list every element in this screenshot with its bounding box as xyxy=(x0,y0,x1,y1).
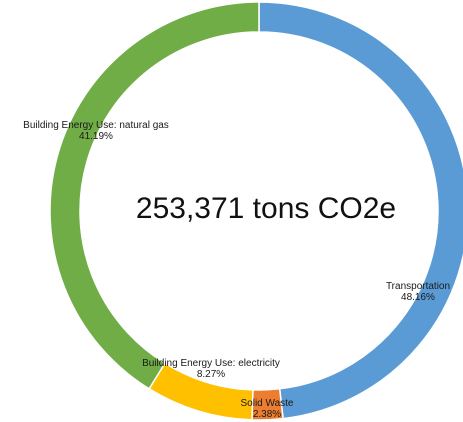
center-total-label: 253,371 tons CO2e xyxy=(136,192,396,225)
slice-label-building-energy-use-electricity: Building Energy Use: electricity xyxy=(142,358,280,369)
slice-label-transportation: Transportation xyxy=(386,281,450,292)
slice-label-solid-waste: Solid Waste xyxy=(241,398,294,409)
slice-value-building-energy-use-natural-gas: 41.19% xyxy=(79,131,113,142)
slice-building-energy-use-natural-gas xyxy=(49,1,260,390)
slice-label-building-energy-use-natural-gas: Building Energy Use: natural gas xyxy=(23,120,169,131)
slice-value-building-energy-use-electricity: 8.27% xyxy=(197,369,225,380)
slice-value-solid-waste: 2.38% xyxy=(253,409,281,420)
slices-layer xyxy=(49,1,463,421)
slice-value-transportation: 48.16% xyxy=(401,292,435,303)
